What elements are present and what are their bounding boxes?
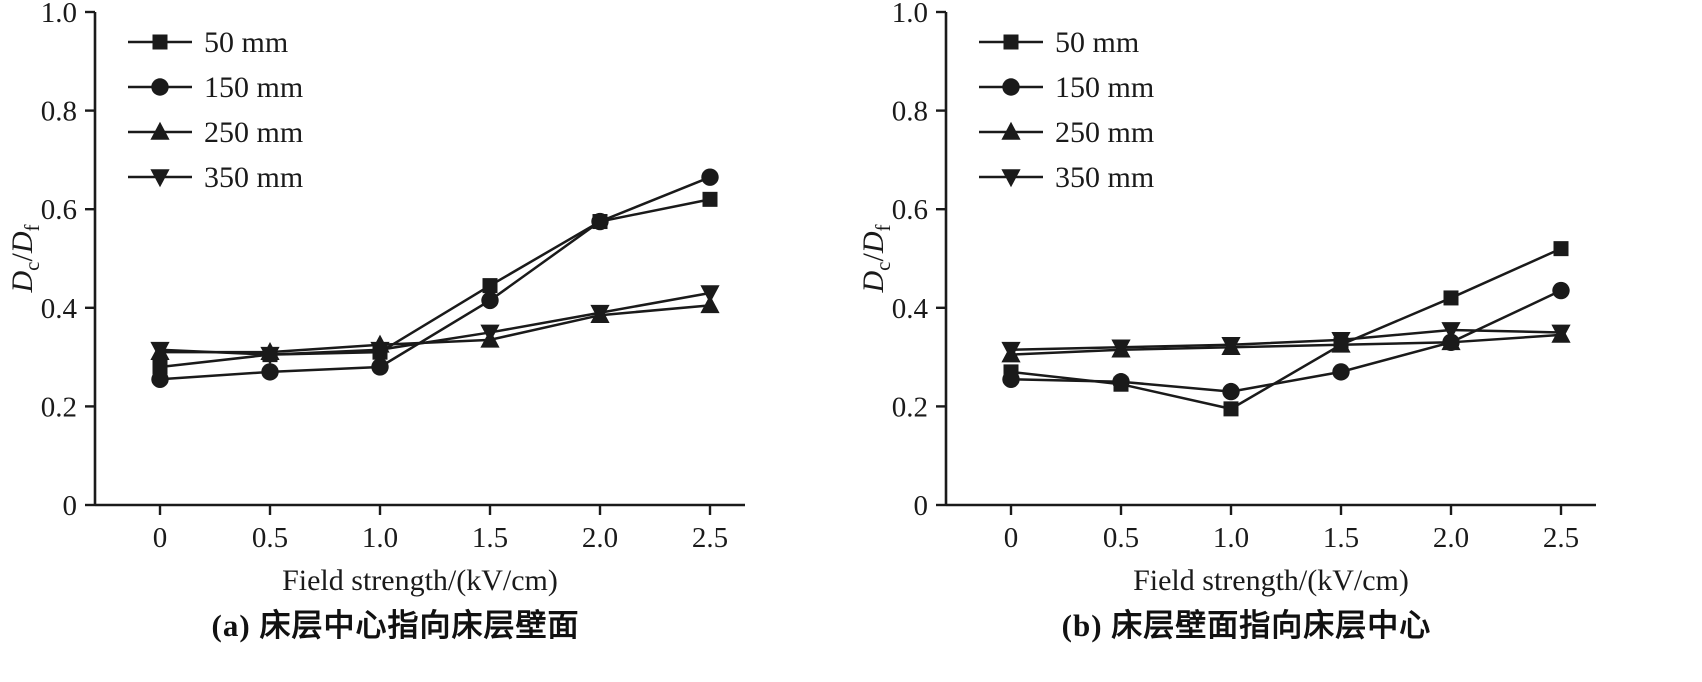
svg-text:0: 0 [63,490,78,522]
svg-text:1.0: 1.0 [362,522,398,554]
svg-text:250 mm: 250 mm [204,116,303,149]
svg-text:0.2: 0.2 [892,391,928,423]
svg-text:1.5: 1.5 [1323,522,1359,554]
svg-text:0.2: 0.2 [41,391,77,423]
svg-text:0.4: 0.4 [892,293,929,325]
svg-text:1.0: 1.0 [41,0,77,29]
svg-text:0: 0 [914,490,929,522]
svg-text:2.0: 2.0 [582,522,618,554]
svg-text:2.5: 2.5 [1543,522,1579,554]
svg-text:0.8: 0.8 [892,96,928,128]
chart-a-canvas: 0 0.2 0.4 0.6 0.8 1.0 0 0.5 1.0 1.5 2.0 2.5 Field st… [6,0,745,597]
svg-text:0.4: 0.4 [41,293,78,325]
svg-text:0.6: 0.6 [892,194,928,226]
chart-panel-a: 0 0.2 0.4 0.6 0.8 1.0 0 0.5 1.0 1.5 2.0 2.5 Field st… [6,0,745,643]
svg-text:Field strength/(kV/cm): Field strength/(kV/cm) [1133,564,1409,597]
svg-text:1.0: 1.0 [892,0,928,29]
svg-text:0.5: 0.5 [1103,522,1139,554]
chart-a-caption: (a) 床层中心指向床层壁面 [211,608,580,643]
chart-panel-b: 0 0.2 0.4 0.6 0.8 1.0 0 0.5 1.0 1.5 2.0 2.5 Field st… [851,0,1702,682]
svg-text:50 mm: 50 mm [204,26,288,59]
svg-text:Field strength/(kV/cm): Field strength/(kV/cm) [282,564,558,597]
svg-text:150 mm: 150 mm [1055,71,1154,104]
svg-text:0.6: 0.6 [41,194,77,226]
chart-b-canvas: 0 0.2 0.4 0.6 0.8 1.0 0 0.5 1.0 1.5 2.0 2.5 Field st… [857,0,1596,597]
svg-text:0.5: 0.5 [252,522,288,554]
svg-text:150 mm: 150 mm [204,71,303,104]
svg-text:Dc/Df: Dc/Df [857,224,895,293]
svg-text:0: 0 [153,522,168,554]
svg-text:0: 0 [1004,522,1019,554]
svg-text:350 mm: 350 mm [204,161,303,194]
svg-text:50 mm: 50 mm [1055,26,1139,59]
chart-b-caption: (b) 床层壁面指向床层中心 [1061,608,1432,643]
svg-text:250 mm: 250 mm [1055,116,1154,149]
svg-text:1.5: 1.5 [472,522,508,554]
svg-text:2.0: 2.0 [1433,522,1469,554]
svg-text:1.0: 1.0 [1213,522,1249,554]
svg-text:350 mm: 350 mm [1055,161,1154,194]
svg-text:0.8: 0.8 [41,96,77,128]
svg-text:2.5: 2.5 [692,522,728,554]
svg-text:Dc/Df: Dc/Df [6,224,44,293]
